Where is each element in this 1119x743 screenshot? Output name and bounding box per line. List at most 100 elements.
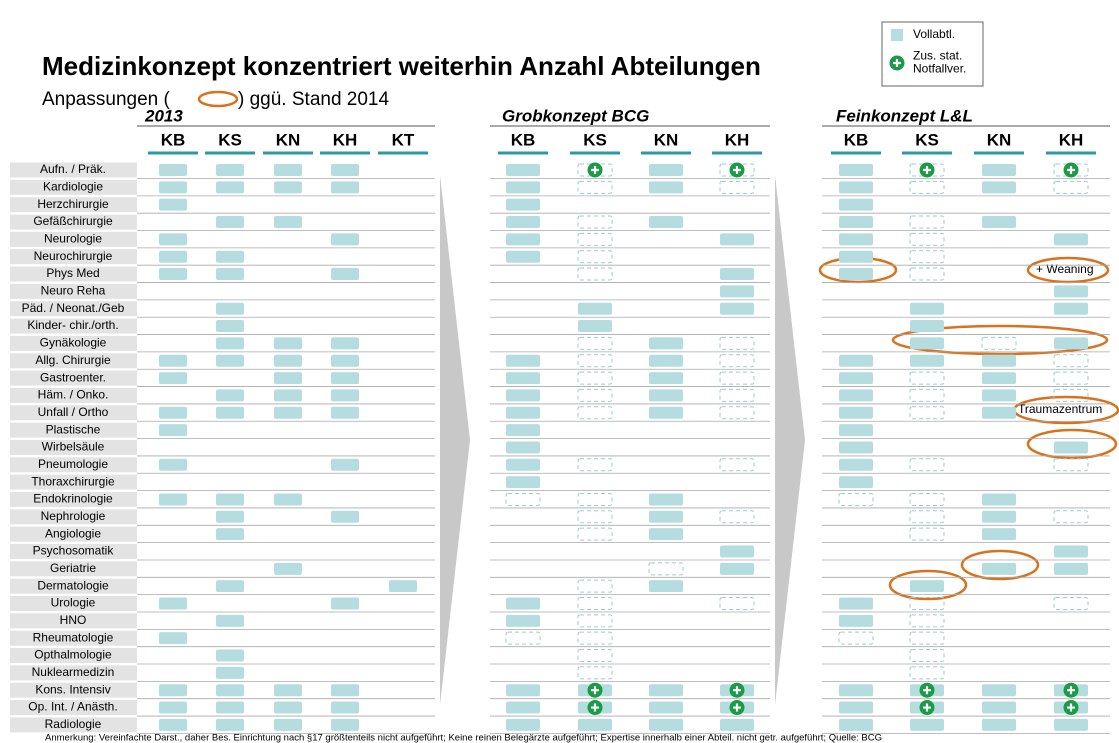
row-label: Opthalmologie	[34, 648, 112, 662]
cell-dashed	[719, 388, 755, 402]
cell-filled	[159, 354, 187, 367]
cell-filled	[506, 181, 540, 194]
cell-filled	[1054, 441, 1088, 454]
row-label-bg	[10, 318, 137, 334]
cell-filled	[506, 458, 540, 471]
row-label: Häm. / Onko.	[38, 388, 109, 402]
cell-dashed	[981, 336, 1017, 350]
row-label-bg	[10, 405, 137, 421]
cell-dashed	[909, 458, 945, 472]
cell-filled	[331, 597, 359, 610]
row-label-bg	[10, 491, 137, 507]
row-label-bg	[10, 370, 137, 386]
row-label-bg	[10, 613, 137, 629]
row-label-bg	[10, 335, 137, 351]
row-label: Kardiologie	[43, 180, 103, 194]
cell-filled	[839, 718, 873, 731]
cell-filled	[649, 181, 683, 194]
cell-filled	[1054, 233, 1088, 246]
cell-filled	[839, 233, 873, 246]
row-label: Unfall / Ortho	[38, 405, 109, 419]
column-header: KS	[915, 130, 939, 149]
cell-filled	[506, 597, 540, 610]
plus-sign	[923, 166, 931, 174]
cell-filled	[839, 701, 873, 714]
cell-filled	[578, 718, 612, 731]
cell-filled	[649, 528, 683, 541]
cell-filled	[839, 389, 873, 402]
section-title: 2013	[144, 106, 183, 125]
plus-sign	[733, 686, 741, 695]
cell-filled	[159, 718, 187, 731]
row-label-bg	[10, 266, 137, 282]
cell-filled	[331, 684, 359, 697]
cell-filled	[839, 406, 873, 419]
cell-filled	[216, 580, 244, 593]
cell-filled	[506, 164, 540, 176]
cell-dashed	[577, 631, 613, 645]
cell-filled	[506, 406, 540, 419]
cell-filled	[506, 354, 540, 367]
cell-dashed	[909, 371, 945, 385]
row-label-bg	[10, 474, 137, 490]
row-label-bg	[10, 665, 137, 681]
cell-filled	[216, 389, 244, 402]
cell-filled	[1054, 337, 1088, 350]
cell-filled	[331, 233, 359, 246]
cell-dashed	[909, 631, 945, 645]
row-label: Dermatologie	[37, 578, 109, 592]
cell-filled	[649, 493, 683, 506]
cell-dashed	[838, 492, 874, 506]
row-label-bg	[10, 283, 137, 299]
row-label-bg	[10, 561, 137, 577]
legend-label: Zus. stat.	[913, 49, 962, 63]
highlight	[960, 549, 1040, 581]
cell-filled	[506, 614, 540, 627]
cell-dashed	[719, 458, 755, 472]
section-title: Feinkonzept L&L	[836, 106, 973, 125]
cell-dashed	[719, 597, 755, 610]
row-label: HNO	[60, 613, 87, 627]
cell-filled	[982, 181, 1016, 194]
cell-filled	[649, 354, 683, 367]
cell-filled	[274, 493, 302, 506]
section-title: Grobkonzept BCG	[502, 106, 649, 125]
cell-filled	[839, 458, 873, 471]
row-label: Radiologie	[45, 717, 102, 731]
cell-filled	[159, 268, 187, 281]
row-label: Nephrologie	[41, 509, 106, 523]
column-header: KN	[987, 130, 1012, 149]
cell-filled	[982, 216, 1016, 229]
plus-sign	[1067, 166, 1075, 174]
cell-filled	[331, 268, 359, 281]
column-header: KH	[333, 130, 358, 149]
cell-filled	[274, 684, 302, 697]
cell-dashed	[648, 562, 684, 576]
row-label: Gefäßchirurgie	[33, 214, 113, 228]
cell-filled	[216, 216, 244, 229]
row-label: Rheumatologie	[33, 630, 114, 644]
cell-filled	[506, 476, 540, 489]
row-label-bg	[10, 717, 137, 733]
cell-dashed	[909, 649, 945, 663]
row-label: Gastroenter.	[40, 370, 106, 384]
cell-filled	[216, 649, 244, 662]
cell-filled	[331, 164, 359, 176]
plus-sign	[591, 703, 599, 712]
cell-filled	[506, 250, 540, 263]
cell-filled	[839, 250, 873, 263]
cell-filled	[216, 406, 244, 419]
cell-dashed	[577, 597, 613, 610]
cell-filled	[216, 493, 244, 506]
highlight	[891, 324, 1109, 356]
row-label-bg	[10, 249, 137, 265]
cell-dashed	[577, 492, 613, 506]
row-label: Kons. Intensiv	[35, 682, 110, 696]
cell-filled	[159, 181, 187, 194]
cell-dashed	[1053, 458, 1089, 472]
row-label-bg	[10, 457, 137, 473]
arrow	[440, 175, 470, 705]
plus-sign	[923, 703, 931, 712]
column-header: KH	[1059, 130, 1084, 149]
cell-dashed	[909, 510, 945, 524]
